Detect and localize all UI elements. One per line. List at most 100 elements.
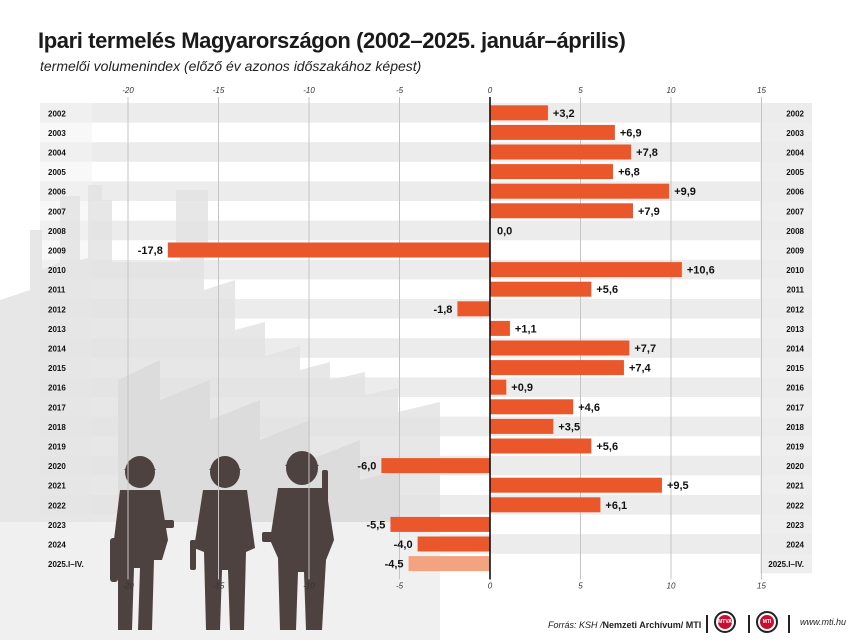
data-label: +10,6 — [687, 265, 715, 277]
bar-2003 — [490, 124, 615, 140]
category-label-left: 2019 — [48, 443, 66, 452]
bar-2014 — [490, 340, 630, 356]
mti-logo-icon: MTI — [756, 611, 778, 633]
mtva-logo-icon: MTVA — [714, 611, 736, 633]
category-label-right: 2016 — [786, 384, 804, 393]
category-label-right: 2023 — [786, 521, 804, 530]
data-label: -5,5 — [366, 519, 385, 531]
bar-2016 — [490, 379, 507, 395]
category-label-left: 2007 — [48, 207, 66, 216]
data-label: +6,8 — [618, 167, 640, 179]
data-label: 0,0 — [497, 225, 512, 237]
bar-2005 — [490, 164, 614, 180]
bar-2004 — [490, 144, 632, 160]
data-label: +3,2 — [553, 108, 575, 120]
data-label: +3,5 — [558, 421, 580, 433]
category-label-right: 2011 — [787, 286, 805, 295]
category-label-right: 2010 — [786, 266, 804, 275]
category-label-left: 2009 — [48, 247, 66, 256]
x-tick-label-top: -5 — [396, 86, 404, 95]
footer-divider — [706, 615, 708, 633]
page-title: Ipari termelés Magyarországon (2002–2025… — [38, 28, 626, 53]
category-label-left: 2002 — [48, 109, 66, 118]
category-label-right: 2012 — [786, 305, 804, 314]
category-label-left: 2017 — [48, 403, 66, 412]
category-label-right: 2019 — [786, 443, 804, 452]
category-label-left: 2018 — [48, 423, 66, 432]
category-label-right: 2014 — [786, 345, 804, 354]
x-tick-label-top: 0 — [488, 86, 493, 95]
website-link[interactable]: www.mti.hu — [800, 617, 847, 627]
category-label-right: 2024 — [786, 541, 804, 550]
source-archive: Nemzeti Archívum — [602, 620, 681, 630]
category-label-left: 2011 — [48, 286, 66, 295]
source-mti: / MTI — [680, 620, 702, 630]
data-label: +1,1 — [515, 323, 537, 335]
category-label-right: 2021 — [786, 482, 804, 491]
category-label-left: 2016 — [48, 384, 66, 393]
category-label-right: 2004 — [786, 149, 804, 158]
bar-2024 — [417, 536, 490, 552]
data-label: -4,5 — [385, 559, 404, 571]
data-label: +0,9 — [511, 382, 533, 394]
x-tick-label-bottom: 10 — [667, 581, 676, 590]
category-label-left: 2025.I–IV. — [48, 560, 84, 569]
bar-2010 — [490, 262, 682, 278]
row-band — [40, 142, 812, 162]
factory-building-shape — [0, 185, 440, 522]
data-label: +6,9 — [620, 127, 642, 139]
bar-2011 — [490, 281, 592, 297]
data-label: +7,8 — [636, 147, 658, 159]
x-tick-label-bottom: -10 — [303, 581, 315, 590]
data-label: +5,6 — [596, 284, 618, 296]
x-tick-label-top: -15 — [213, 86, 225, 95]
data-label: +7,9 — [638, 206, 660, 218]
category-label-right: 2025.I–IV. — [768, 560, 804, 569]
data-label: +9,5 — [667, 480, 689, 492]
bar-2019 — [490, 438, 592, 454]
bar-2006 — [490, 183, 670, 199]
bar-2023 — [390, 516, 490, 532]
x-tick-label-top: -20 — [122, 86, 134, 95]
bar-2025.I–IV. — [408, 556, 490, 572]
mtva-logo-text: MTVA — [718, 615, 732, 629]
row-band — [40, 220, 812, 241]
row-band — [40, 103, 812, 123]
data-label: -4,0 — [394, 539, 413, 551]
bar-2015 — [490, 360, 624, 376]
bar-2013 — [490, 320, 510, 336]
category-label-right: 2006 — [786, 188, 804, 197]
data-label: +9,9 — [674, 186, 696, 198]
bar-2018 — [490, 418, 554, 434]
bar-2012 — [457, 301, 490, 317]
x-tick-label-bottom: -20 — [122, 581, 134, 590]
category-label-left: 2004 — [48, 149, 66, 158]
category-label-right: 2002 — [786, 109, 804, 118]
category-label-right: 2005 — [786, 168, 804, 177]
category-label-left: 2013 — [48, 325, 66, 334]
mti-logo-text: MTI — [760, 615, 774, 629]
x-tick-label-bottom: 0 — [488, 581, 493, 590]
source-prefix: Forrás: KSH / — [548, 620, 603, 630]
row-band — [40, 181, 812, 201]
right-label-panel — [760, 103, 812, 574]
category-label-left: 2006 — [48, 188, 66, 197]
data-label: -17,8 — [138, 245, 163, 257]
category-label-right: 2009 — [786, 247, 804, 256]
category-label-left: 2015 — [48, 364, 66, 373]
bar-2022 — [490, 497, 601, 513]
x-tick-label-bottom: -5 — [396, 581, 404, 590]
category-label-right: 2015 — [786, 364, 804, 373]
category-label-left: 2020 — [48, 462, 66, 471]
category-label-left: 2024 — [48, 541, 66, 550]
data-label: +7,4 — [629, 363, 652, 375]
footer-divider — [748, 615, 750, 633]
data-label: +6,1 — [605, 500, 627, 512]
category-label-right: 2018 — [786, 423, 804, 432]
x-tick-label-top: 10 — [667, 86, 676, 95]
factory-roof-shape — [118, 360, 400, 522]
category-label-right: 2017 — [786, 403, 804, 412]
category-label-left: 2005 — [48, 168, 66, 177]
bar-2021 — [490, 477, 662, 493]
